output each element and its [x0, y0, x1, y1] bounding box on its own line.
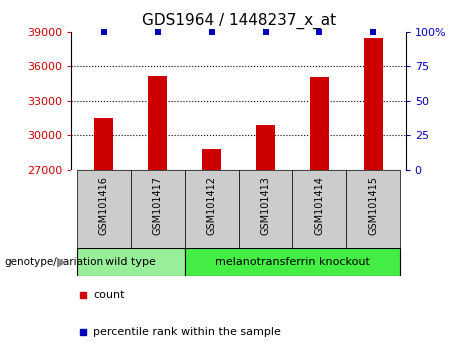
- Text: percentile rank within the sample: percentile rank within the sample: [93, 327, 281, 337]
- Text: melanotransferrin knockout: melanotransferrin knockout: [215, 257, 370, 267]
- Title: GDS1964 / 1448237_x_at: GDS1964 / 1448237_x_at: [142, 13, 336, 29]
- Text: GSM101416: GSM101416: [99, 176, 109, 235]
- Bar: [77, 170, 131, 248]
- Text: genotype/variation: genotype/variation: [5, 257, 104, 267]
- Bar: [185, 248, 400, 276]
- Text: GSM101417: GSM101417: [153, 176, 163, 235]
- Bar: [95, 118, 113, 170]
- Text: GSM101412: GSM101412: [207, 176, 217, 235]
- Text: GSM101415: GSM101415: [368, 176, 378, 235]
- Bar: [148, 76, 167, 170]
- Text: GSM101414: GSM101414: [314, 176, 325, 235]
- Bar: [77, 248, 185, 276]
- Bar: [310, 77, 329, 170]
- Bar: [292, 170, 346, 248]
- Text: wild type: wild type: [105, 257, 156, 267]
- Bar: [131, 170, 185, 248]
- Text: GSM101413: GSM101413: [260, 176, 271, 235]
- Text: ▶: ▶: [57, 256, 67, 268]
- Bar: [202, 149, 221, 170]
- Bar: [185, 170, 239, 248]
- Bar: [364, 38, 383, 170]
- Text: count: count: [93, 290, 124, 300]
- Bar: [256, 125, 275, 170]
- Bar: [346, 170, 400, 248]
- Bar: [239, 170, 292, 248]
